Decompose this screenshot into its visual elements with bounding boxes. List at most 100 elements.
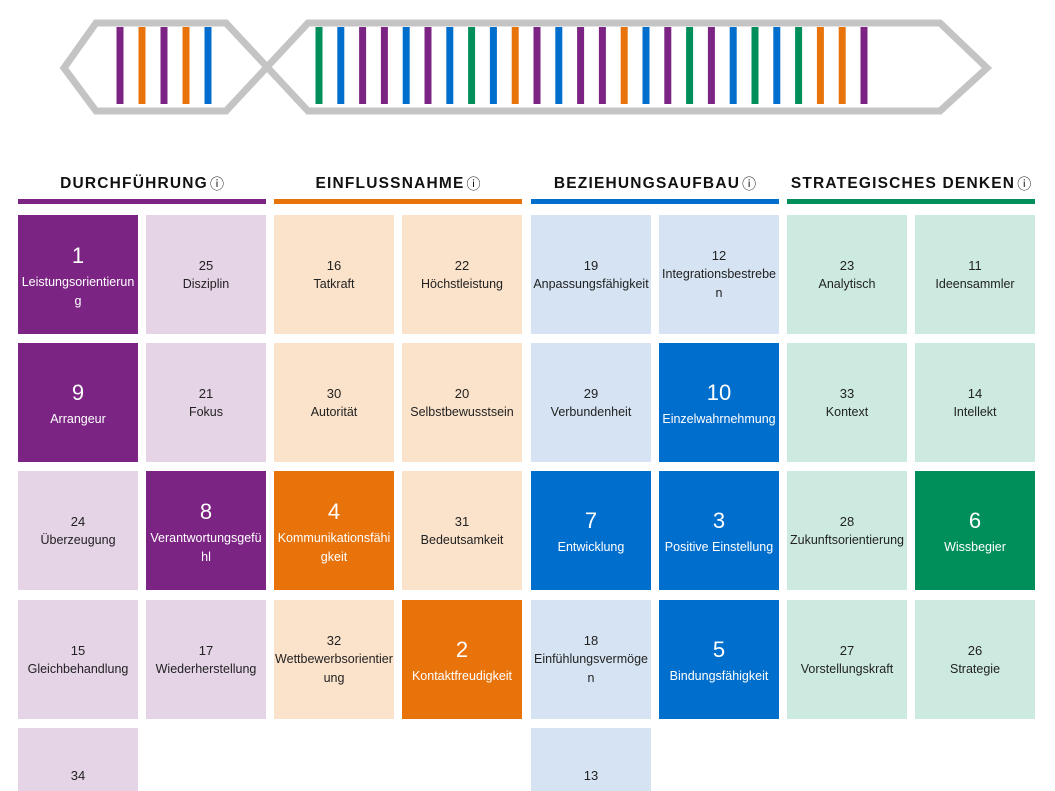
strength-tile[interactable]: 10 Einzelwahrnehmung <box>659 343 779 462</box>
category-header-beziehungsaufbau: BEZIEHUNGSAUFBAU ⓘ <box>531 170 779 204</box>
strength-rank: 3 <box>712 508 726 533</box>
strength-rank: 5 <box>712 637 726 662</box>
strength-tile[interactable]: 4 Kommunikationsfähigkeit <box>274 471 394 590</box>
strength-tile[interactable]: 9 Arrangeur <box>18 343 138 462</box>
strength-rank: 18 <box>583 633 599 648</box>
strength-name: Analytisch <box>818 276 876 291</box>
strength-rank: 4 <box>327 498 341 524</box>
strength-name: Überzeugung <box>40 532 116 547</box>
strength-name: Kontext <box>825 404 869 419</box>
strength-rank: 1 <box>71 242 85 268</box>
strength-tile[interactable]: 5 Bindungsfähigkeit <box>659 600 779 719</box>
strength-name: Verantwortungsgefühl <box>150 530 262 564</box>
strength-tile[interactable]: 16 Tatkraft <box>274 215 394 334</box>
category-title: BEZIEHUNGSAUFBAU <box>553 174 741 192</box>
strength-name: Positive Einstellung <box>664 540 774 554</box>
category-header-durchfuehrung: DURCHFÜHRUNG ⓘ <box>18 170 266 204</box>
strength-name: Gleichbehandlung <box>27 661 129 676</box>
strength-tile[interactable]: 13 <box>531 728 651 791</box>
strength-tile[interactable]: 17 Wiederherstellung <box>146 600 266 719</box>
strength-name: Einzelwahrnehmung <box>662 412 776 426</box>
strength-tile[interactable]: 3 Positive Einstellung <box>659 471 779 590</box>
strength-rank: 30 <box>326 385 342 401</box>
dna-left-cap <box>59 19 106 115</box>
strength-rank: 26 <box>967 642 983 658</box>
strength-name: Arrangeur <box>50 412 106 426</box>
strength-tile[interactable]: 11 Ideensammler <box>915 215 1035 334</box>
strength-tile[interactable]: 27 Vorstellungskraft <box>787 600 907 719</box>
strength-tile[interactable]: 26 Strategie <box>915 600 1035 719</box>
strength-rank: 7 <box>584 508 598 533</box>
strength-tile[interactable]: 6 Wissbegier <box>915 471 1035 590</box>
strength-name: Wissbegier <box>944 540 1006 554</box>
strength-name: Zukunftsorientierung <box>790 532 904 547</box>
strength-name: Autorität <box>310 404 358 419</box>
strength-tile[interactable]: 19 Anpassungsfähigkeit <box>531 215 651 334</box>
strength-rank: 29 <box>583 385 599 401</box>
dna-backbone <box>106 19 993 115</box>
strength-tile[interactable]: 14 Intellekt <box>915 343 1035 462</box>
strength-name: Kommunikationsfähigkeit <box>277 530 391 564</box>
strength-tile[interactable]: 30 Autorität <box>274 343 394 462</box>
strength-tile[interactable]: 33 Kontext <box>787 343 907 462</box>
strength-name: Höchstleistung <box>421 276 503 291</box>
strength-name: Leistungsorientierung <box>21 274 135 308</box>
strength-tile[interactable]: 24 Überzeugung <box>18 471 138 590</box>
info-icon[interactable]: ⓘ <box>209 175 224 192</box>
strength-tile[interactable]: 29 Verbundenheit <box>531 343 651 462</box>
strength-tile[interactable]: 1 Leistungsorientierung <box>18 215 138 334</box>
info-icon[interactable]: ⓘ <box>742 175 757 192</box>
strength-name: Selbstbewusstsein <box>410 404 514 419</box>
strength-name: Wettbewerbsorientierung <box>275 652 393 685</box>
strength-name: Fokus <box>188 404 224 419</box>
strength-tile[interactable]: 21 Fokus <box>146 343 266 462</box>
strength-tile[interactable]: 2 Kontaktfreudigkeit <box>402 600 522 719</box>
strength-rank: 27 <box>839 642 855 658</box>
strength-rank: 21 <box>198 385 214 401</box>
strength-name: Integrationsbestreben <box>662 267 776 300</box>
strength-rank: 6 <box>968 508 982 533</box>
strength-tile[interactable]: 34 <box>18 728 138 791</box>
strength-tile[interactable]: 25 Disziplin <box>146 215 266 334</box>
strength-rank: 10 <box>706 380 732 405</box>
dna-strand-icon <box>59 19 993 115</box>
category-title: EINFLUSSNAHME <box>315 174 465 192</box>
strength-tile[interactable]: 8 Verantwortungsgefühl <box>146 471 266 590</box>
info-icon[interactable]: ⓘ <box>1017 175 1032 192</box>
strength-name: Intellekt <box>953 404 997 419</box>
strength-rank: 8 <box>199 498 213 524</box>
strength-rank: 34 <box>70 768 86 783</box>
strength-tile[interactable]: 7 Entwicklung <box>531 471 651 590</box>
strength-tile[interactable]: 20 Selbstbewusstsein <box>402 343 522 462</box>
info-icon[interactable]: ⓘ <box>466 175 481 192</box>
category-header-einflussnahme: EINFLUSSNAHME ⓘ <box>274 170 522 204</box>
strength-name: Vorstellungskraft <box>800 661 894 676</box>
strength-tile[interactable]: 31 Bedeutsamkeit <box>402 471 522 590</box>
strength-tile[interactable]: 12 Integrationsbestreben <box>659 215 779 334</box>
strength-rank: 13 <box>583 768 599 783</box>
strength-name: Tatkraft <box>313 276 355 291</box>
strength-rank: 32 <box>326 633 342 648</box>
strength-name: Bindungsfähigkeit <box>669 669 769 683</box>
strength-name: Einfühlungsvermögen <box>534 652 648 685</box>
strength-name: Wiederherstellung <box>155 661 257 676</box>
strength-name: Disziplin <box>182 276 230 291</box>
strength-name: Verbundenheit <box>550 404 632 419</box>
strength-tile[interactable]: 22 Höchstleistung <box>402 215 522 334</box>
strength-rank: 2 <box>455 637 469 662</box>
strength-tile[interactable]: 23 Analytisch <box>787 215 907 334</box>
strength-name: Bedeutsamkeit <box>420 532 504 547</box>
strength-tile[interactable]: 32 Wettbewerbsorientierung <box>274 600 394 719</box>
strength-rank: 12 <box>711 248 727 263</box>
strength-tile[interactable]: 15 Gleichbehandlung <box>18 600 138 719</box>
strength-tile[interactable]: 18 Einfühlungsvermögen <box>531 600 651 719</box>
strength-rank: 24 <box>70 513 86 529</box>
strength-rank: 31 <box>454 513 470 529</box>
strength-tile[interactable]: 28 Zukunftsorientierung <box>787 471 907 590</box>
category-header-strategisches-denken: STRATEGISCHES DENKEN ⓘ <box>787 170 1035 204</box>
strength-rank: 20 <box>454 385 470 401</box>
strength-rank: 16 <box>326 257 342 273</box>
strength-rank: 14 <box>967 385 983 401</box>
strength-rank: 9 <box>71 380 85 405</box>
strength-name: Strategie <box>949 661 1001 676</box>
